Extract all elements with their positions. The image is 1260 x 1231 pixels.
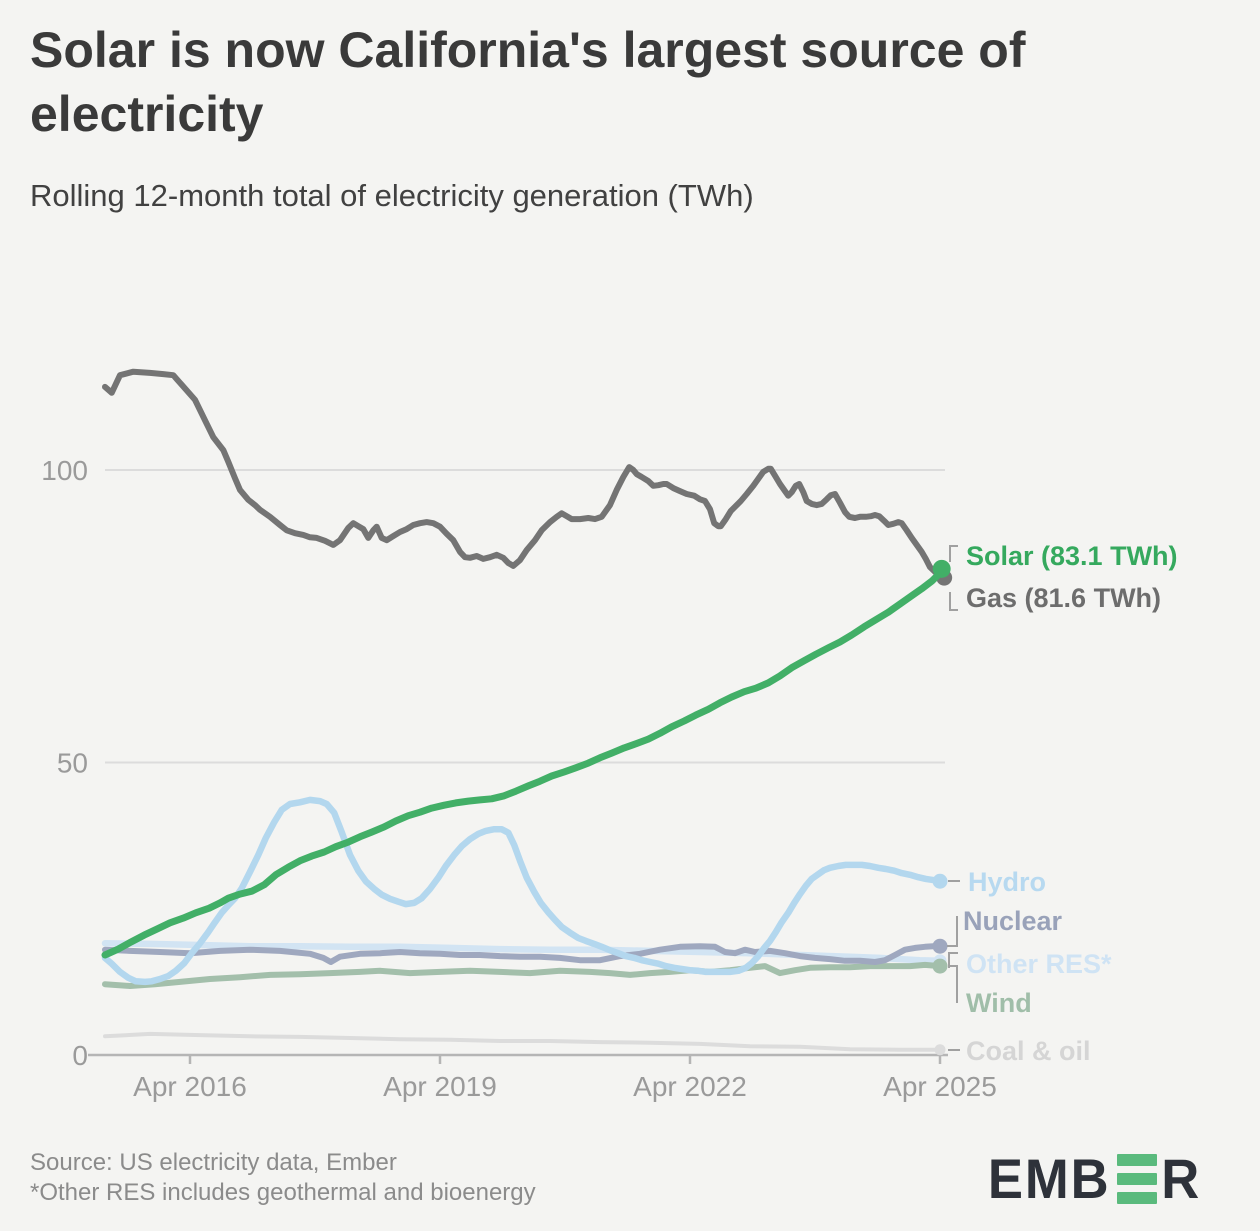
series-end-label-gas: Gas (81.6 TWh) <box>966 583 1161 613</box>
source-line: Source: US electricity data, Ember <box>30 1149 397 1176</box>
x-axis-tick-label: Apr 2022 <box>633 1071 747 1102</box>
series-line-wind <box>102 961 943 989</box>
series-end-dot-coal-oil <box>934 1044 946 1056</box>
ember-logo-green-e-icon <box>1117 1153 1158 1204</box>
series-line-other-res- <box>101 940 944 965</box>
series-end-dot-solar <box>932 559 951 578</box>
series-line-solar <box>101 565 946 959</box>
label-leader <box>948 952 958 968</box>
series-end-dot-wind <box>932 958 948 974</box>
x-axis-tick-label: Apr 2019 <box>383 1071 497 1102</box>
series-end-label-other-res-: Other RES* <box>966 949 1112 979</box>
series-line-gas <box>102 368 948 581</box>
y-axis-tick-label: 0 <box>72 1040 88 1071</box>
series-line-hydro <box>101 796 944 986</box>
label-leader <box>949 965 958 1003</box>
label-leader <box>949 592 958 611</box>
source-note: Source: US electricity data, Ember *Othe… <box>30 1148 536 1208</box>
label-leader <box>947 916 958 947</box>
series-end-label-hydro: Hydro <box>968 867 1046 897</box>
series-end-label-coal-oil: Coal & oil <box>966 1036 1091 1066</box>
series-end-dot-nuclear <box>932 938 948 954</box>
series-end-label-solar: Solar (83.1 TWh) <box>966 541 1178 571</box>
series-end-label-wind: Wind <box>966 988 1032 1018</box>
y-axis-tick-label: 100 <box>41 455 88 486</box>
series-end-dot-hydro <box>932 873 948 889</box>
label-leader <box>949 545 958 562</box>
chart-subtitle: Rolling 12-month total of electricity ge… <box>30 178 754 213</box>
y-axis-tick-label: 50 <box>57 748 88 779</box>
series-end-label-nuclear: Nuclear <box>963 906 1063 936</box>
ember-logo: EMB R <box>984 1146 1203 1211</box>
x-axis-tick-label: Apr 2025 <box>883 1071 997 1102</box>
footnote-line: *Other RES includes geothermal and bioen… <box>30 1179 536 1206</box>
series-line-coal-oil <box>103 1031 942 1052</box>
ember-logo-prefix: EMB <box>987 1147 1111 1210</box>
page-title: Solar is now California's largest source… <box>30 22 1026 142</box>
x-axis-tick-label: Apr 2016 <box>133 1071 247 1102</box>
ember-logo-suffix: R <box>1161 1147 1202 1210</box>
